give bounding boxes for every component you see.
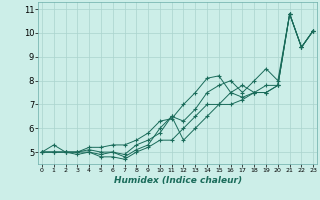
X-axis label: Humidex (Indice chaleur): Humidex (Indice chaleur) xyxy=(114,176,242,185)
